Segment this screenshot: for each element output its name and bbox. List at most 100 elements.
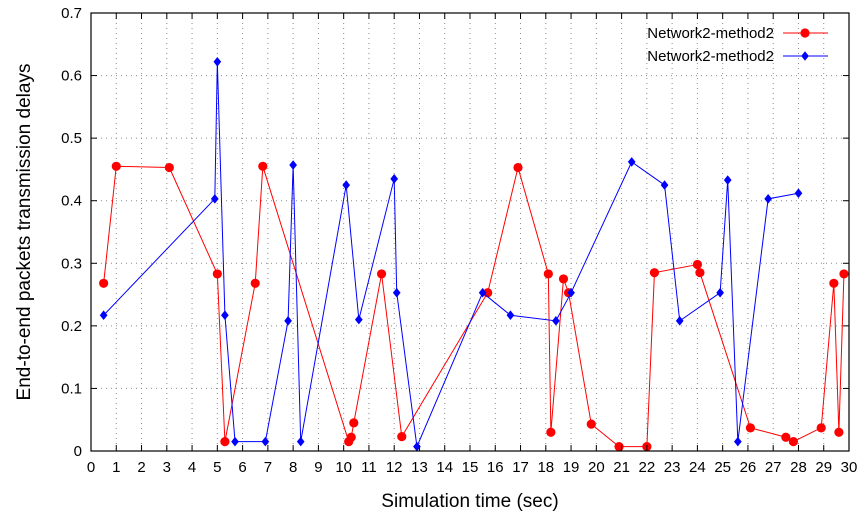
x-tick-label: 9	[314, 459, 322, 476]
x-tick-label: 11	[361, 459, 377, 476]
series-1-point	[164, 162, 174, 173]
series-1-point	[586, 419, 596, 429]
series-2-point	[99, 310, 108, 321]
legend-label-series-2: Network2-method2	[647, 48, 774, 65]
series-2-point	[478, 287, 487, 298]
x-tick-label: 14	[436, 459, 453, 476]
x-tick-label: 30	[841, 459, 858, 476]
series-2-point	[342, 180, 351, 190]
y-tick-label: 0.2	[61, 318, 82, 335]
series-2-point	[413, 441, 421, 452]
series-2-point	[733, 436, 742, 447]
series-1-point	[111, 161, 121, 171]
series-2-point	[284, 316, 292, 326]
series-1-point	[513, 162, 523, 173]
series-1-point	[834, 427, 844, 437]
series-2-point	[289, 160, 297, 170]
x-tick-label: 22	[639, 459, 656, 476]
x-tick-label: 15	[462, 459, 479, 476]
series-1-point	[829, 278, 839, 288]
series-2-point	[354, 314, 363, 325]
series-1-point	[220, 437, 230, 447]
x-tick-label: 10	[335, 459, 352, 476]
series-1-point	[258, 161, 268, 171]
y-tick-label: 0.3	[61, 255, 82, 272]
series-1-point	[546, 427, 556, 437]
x-tick-label: 7	[264, 459, 272, 476]
legend-label-series-1: Network2-method2	[647, 25, 774, 42]
series-1-point	[250, 278, 260, 288]
series-1-point	[745, 423, 756, 433]
series-2-point	[261, 436, 270, 447]
series-1-point	[781, 432, 791, 442]
series-1-point	[614, 442, 624, 452]
series-2-point	[716, 287, 724, 298]
x-tick-label: 6	[238, 459, 246, 476]
series-2-point	[794, 188, 803, 199]
series-1-point	[816, 423, 826, 433]
series-1-point	[376, 269, 387, 279]
series-2-point	[296, 436, 305, 447]
series-1-point	[788, 437, 799, 447]
x-tick-label: 13	[411, 459, 428, 476]
legend-sample-series-1	[783, 28, 828, 38]
x-tick-label: 12	[386, 459, 403, 476]
y-tick-label: 0.4	[61, 193, 82, 210]
series-1-point	[397, 432, 407, 442]
series-1-point	[346, 432, 356, 442]
series-2-point	[210, 194, 219, 204]
x-tick-label: 4	[188, 459, 196, 476]
legend-sample-series-2	[783, 51, 828, 61]
x-tick-label: 23	[664, 459, 681, 476]
series-2-point	[390, 174, 399, 184]
x-tick-label: 27	[765, 459, 782, 476]
grid	[91, 13, 849, 451]
x-tick-label: 18	[537, 459, 554, 476]
x-tick-label: 20	[588, 459, 605, 476]
x-tick-label: 16	[487, 459, 504, 476]
x-tick-label: 5	[213, 459, 221, 476]
series-1	[99, 161, 849, 452]
series-2	[99, 57, 803, 452]
series-2-point	[675, 316, 684, 326]
y-tick-label: 0.1	[61, 380, 82, 397]
y-tick-label: 0.5	[61, 130, 82, 147]
x-tick-label: 24	[689, 459, 706, 476]
legend-marker	[800, 28, 810, 38]
series-2-point	[660, 180, 669, 190]
x-tick-label: 3	[163, 459, 171, 476]
series-1-point	[839, 269, 849, 279]
series-1-point	[649, 268, 660, 278]
x-tick-label: 21	[613, 459, 630, 476]
x-tick-label: 0	[87, 459, 95, 476]
legend: Network2-method2 Network2-method2	[647, 25, 828, 65]
series-2-point	[627, 157, 636, 167]
series-2-point	[723, 175, 732, 185]
series-1-point	[349, 418, 359, 428]
series-1-point	[212, 269, 222, 279]
series-2-point	[552, 316, 560, 326]
x-tick-label: 26	[740, 459, 757, 476]
x-tick-label: 1	[112, 459, 120, 476]
series-layer	[99, 57, 849, 452]
y-tick-label: 0	[74, 443, 82, 460]
x-tick-label: 2	[137, 459, 145, 476]
series-1-point	[543, 269, 553, 279]
series-2-line	[103, 61, 799, 449]
x-axis-ticks: 0 1 2 3 4 5 6 7 8 9 10 11 12 13 14 15 16 17 18 19 20 21 22 23 24…	[87, 13, 858, 476]
series-2-point	[567, 287, 575, 298]
series-1-point	[99, 278, 109, 288]
series-2-point	[764, 194, 772, 204]
x-tick-label: 8	[289, 459, 297, 476]
series-1-point	[692, 259, 703, 270]
series-1-point	[558, 274, 569, 284]
x-tick-label: 17	[512, 459, 529, 476]
series-2-point	[231, 436, 239, 447]
y-axis-title: End-to-end packets transmission delays	[14, 64, 35, 401]
series-2-point	[506, 310, 515, 321]
x-tick-label: 29	[815, 459, 832, 476]
x-tick-label: 28	[790, 459, 807, 476]
x-tick-label: 19	[563, 459, 580, 476]
x-axis-title: Simulation time (sec)	[381, 491, 558, 512]
